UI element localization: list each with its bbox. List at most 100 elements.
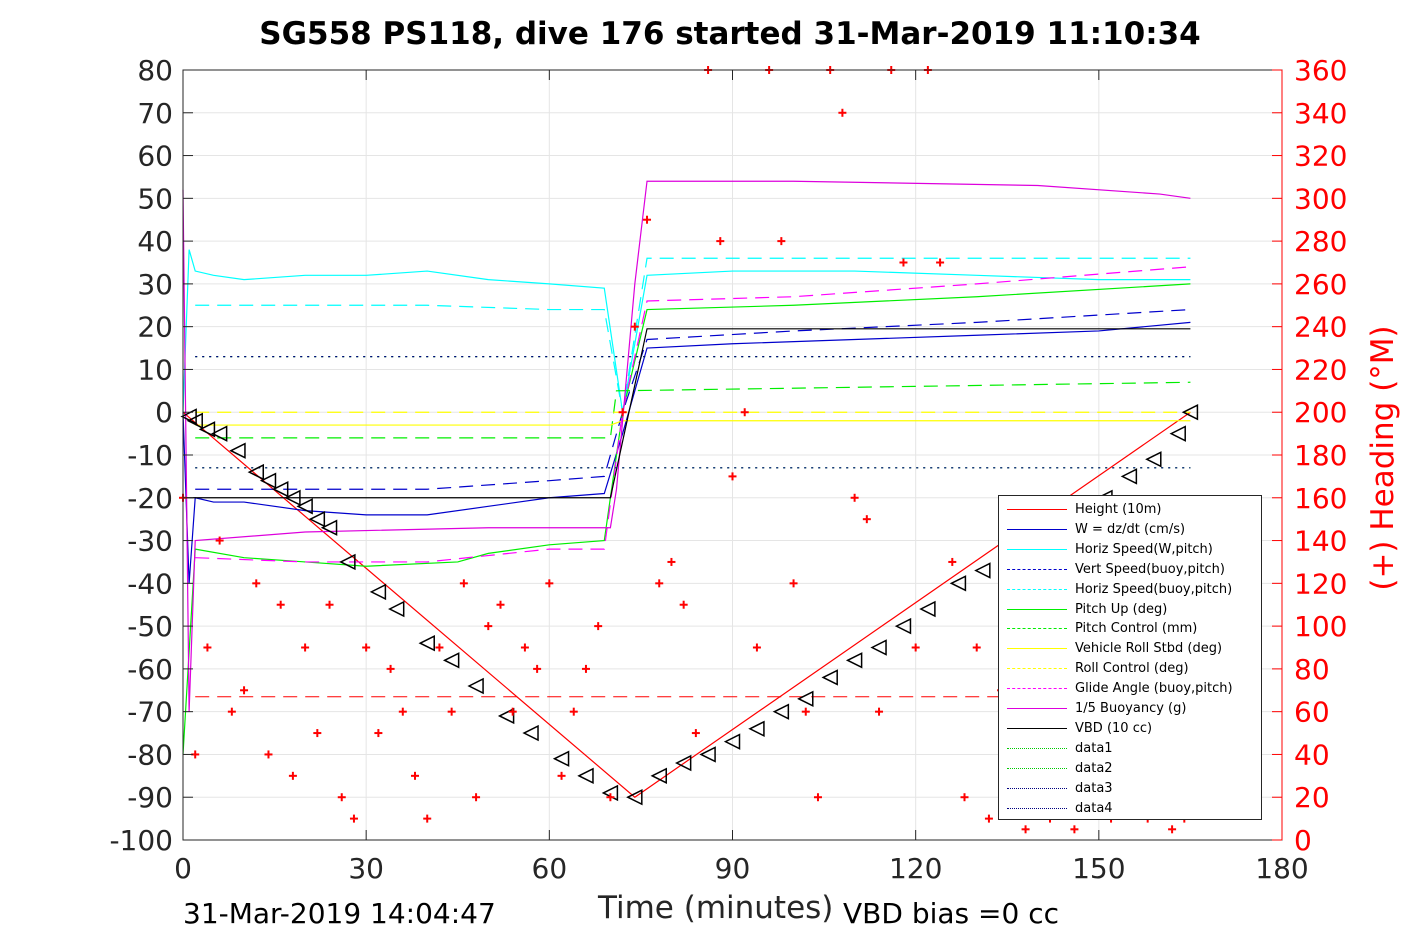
legend-item: Roll Control (deg) <box>999 659 1261 679</box>
y-tick-label-left: -100 <box>109 824 173 857</box>
vbd-marker <box>186 412 203 429</box>
vbd-marker <box>748 720 765 737</box>
heading-point <box>533 664 542 673</box>
heading-point <box>252 579 261 588</box>
heading-point <box>752 643 761 652</box>
vbd-marker <box>284 489 301 506</box>
y-tick-label-right: 360 <box>1294 54 1347 87</box>
y-tick-label-right: 180 <box>1294 439 1347 472</box>
legend-swatch <box>1007 668 1067 670</box>
series-line-7 <box>195 420 1191 426</box>
legend-item: data1 <box>999 739 1261 759</box>
legend-item: Pitch Control (mm) <box>999 619 1261 639</box>
legend-swatch <box>1007 509 1067 510</box>
heading-point <box>875 707 884 716</box>
heading-point <box>740 408 749 417</box>
vbd-marker <box>870 639 887 656</box>
legend-item: W = dz/dt (cm/s) <box>999 520 1261 540</box>
heading-point <box>813 793 822 802</box>
legend-swatch <box>1007 747 1067 749</box>
vbd-marker <box>650 767 667 785</box>
y-tick-label-right: 0 <box>1294 824 1312 857</box>
y-tick-label-left: 70 <box>137 97 173 130</box>
heading-point <box>325 600 334 609</box>
y-tick-label-left: 50 <box>137 182 173 215</box>
y-tick-label-left: -50 <box>127 610 173 643</box>
heading-point <box>960 793 969 802</box>
legend-item: Height (10m) <box>999 500 1261 520</box>
legend-label: Glide Angle (buoy,pitch) <box>1075 681 1233 697</box>
heading-point <box>655 579 664 588</box>
heading-point <box>362 643 371 652</box>
heading-point <box>1168 825 1177 834</box>
vbd-marker <box>1181 404 1199 421</box>
vbd-marker <box>919 600 936 618</box>
vbd-marker <box>442 652 460 669</box>
heading-point <box>630 322 639 331</box>
vbd-marker <box>522 724 539 742</box>
y-tick-label-right: 320 <box>1294 140 1347 173</box>
heading-point <box>618 408 627 417</box>
heading-point <box>850 493 859 502</box>
x-tick-label: 150 <box>1072 852 1125 885</box>
vbd-marker <box>821 669 838 686</box>
legend-swatch <box>1007 648 1067 650</box>
vbd-marker <box>320 519 338 536</box>
y-tick-label-right: 240 <box>1294 311 1347 344</box>
legend-item: Horiz Speed(buoy,pitch) <box>999 580 1261 600</box>
heading-point <box>545 579 554 588</box>
heading-point <box>374 729 383 738</box>
legend-label: data4 <box>1075 800 1113 816</box>
y-tick-label-right: 280 <box>1294 225 1347 258</box>
heading-point <box>667 557 676 566</box>
legend-label: Pitch Control (mm) <box>1075 621 1198 637</box>
y-tick-label-left: -20 <box>127 482 173 515</box>
legend-item: 1/5 Buoyancy (g) <box>999 699 1261 719</box>
legend-item: Vehicle Roll Stbd (deg) <box>999 639 1261 659</box>
vbd-marker <box>497 707 515 725</box>
vbd-marker <box>198 421 216 438</box>
series-line-3 <box>195 308 1191 490</box>
legend-swatch <box>1007 787 1067 789</box>
heading-point <box>691 729 700 738</box>
series-lines <box>182 180 1191 798</box>
vbd-marker <box>272 481 289 498</box>
y-tick-label-right: 160 <box>1294 482 1347 515</box>
heading-point <box>862 515 871 524</box>
y-tick-label-right: 200 <box>1294 396 1347 429</box>
heading-point <box>301 643 310 652</box>
legend-item: Horiz Speed(W,pitch) <box>999 540 1261 560</box>
heading-point <box>789 579 798 588</box>
heading-point <box>313 729 322 738</box>
heading-point <box>728 472 737 481</box>
heading-point <box>227 707 236 716</box>
y-tick-label-right: 80 <box>1294 653 1330 686</box>
legend-swatch <box>1007 588 1067 590</box>
y-tick-label-left: -70 <box>127 696 173 729</box>
legend-item: Vert Speed(buoy,pitch) <box>999 560 1261 580</box>
legend-item: Glide Angle (buoy,pitch) <box>999 679 1261 699</box>
legend-label: Horiz Speed(W,pitch) <box>1075 541 1213 557</box>
heading-point <box>838 108 847 117</box>
heading-point <box>679 600 688 609</box>
heading-point <box>520 643 529 652</box>
legend-label: Vert Speed(buoy,pitch) <box>1075 561 1225 577</box>
x-tick-label: 60 <box>532 852 568 885</box>
legend-swatch <box>1007 568 1067 570</box>
y-tick-label-left: -10 <box>127 439 173 472</box>
y-tick-label-right: 220 <box>1294 353 1347 386</box>
y-tick-label-left: -90 <box>127 781 173 814</box>
series-line-5 <box>182 283 1191 755</box>
y-tick-label-right: 340 <box>1294 97 1347 130</box>
legend-label: W = dz/dt (cm/s) <box>1075 521 1186 537</box>
vbd-marker <box>1145 451 1162 468</box>
y-tick-label-right: 40 <box>1294 738 1330 771</box>
y-tick-label-left: -60 <box>127 653 173 686</box>
x-tick-label: 90 <box>715 852 751 885</box>
heading-point <box>606 793 615 802</box>
axes <box>182 69 1283 841</box>
y-tick-label-left: 0 <box>155 396 173 429</box>
vbd-marker <box>369 583 387 601</box>
legend-item: VBD (10 cc) <box>999 719 1261 739</box>
legend-item: Pitch Up (deg) <box>999 600 1261 620</box>
